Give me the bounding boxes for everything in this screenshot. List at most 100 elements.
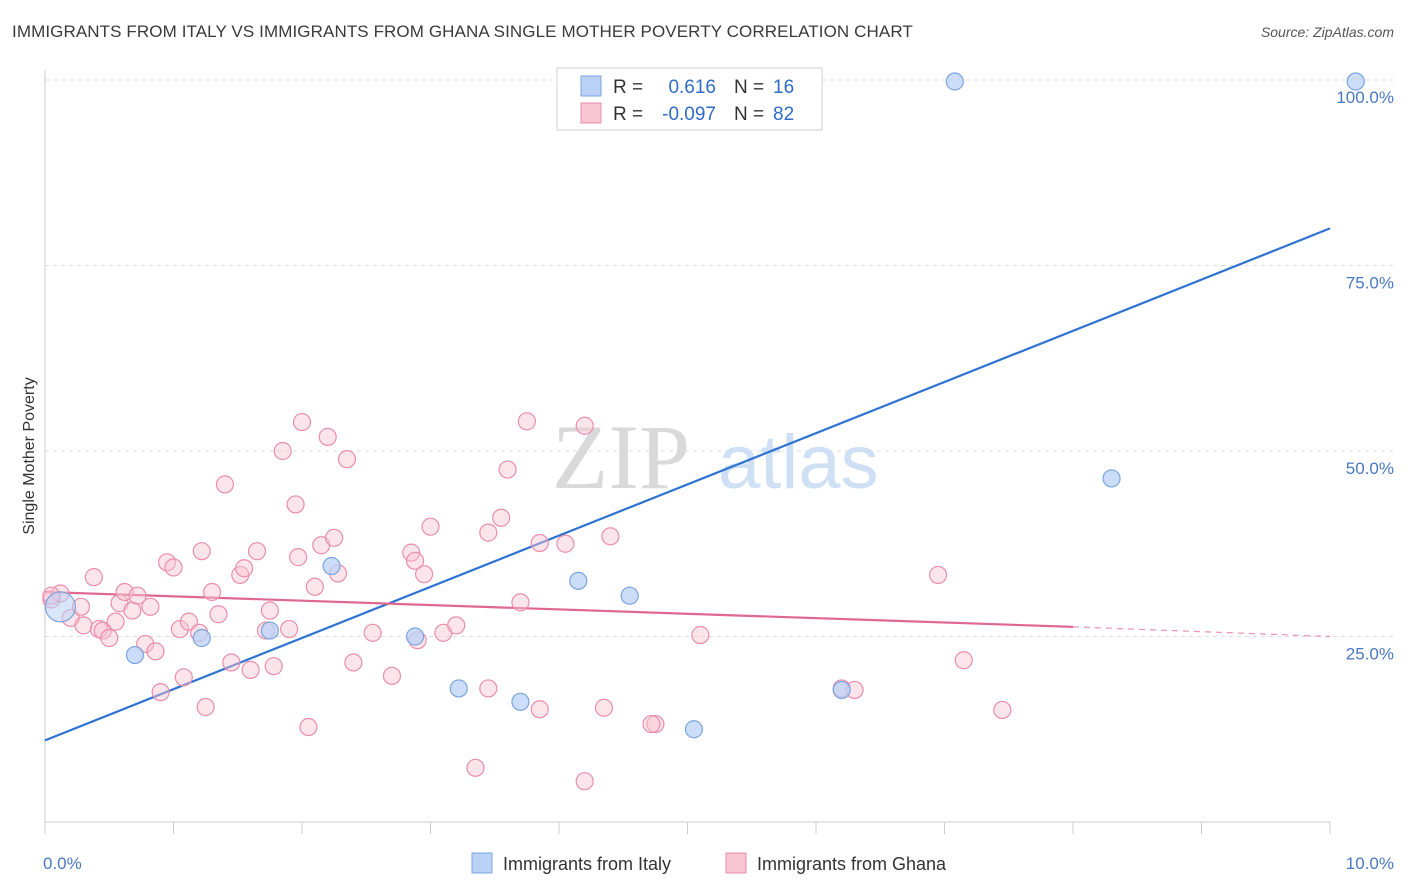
ghana-point (74, 616, 93, 635)
ghana-point (993, 700, 1012, 720)
ghana-point (382, 666, 402, 685)
chart-title: IMMIGRANTS FROM ITALY VS IMMIGRANTS FROM… (12, 22, 913, 41)
ghana-point (136, 634, 155, 654)
ghana-point (954, 651, 973, 670)
legend-italy-label: Immigrants from Italy (503, 854, 671, 874)
ghana-point (273, 441, 292, 461)
italy-trend-line (44, 227, 1331, 742)
italy-point (945, 72, 964, 91)
ghana-point (530, 700, 549, 719)
ghana-point (414, 565, 434, 584)
ghana-point (492, 508, 511, 527)
ghana-point (447, 616, 466, 635)
ghana-point (174, 668, 193, 687)
ghana-point (106, 612, 125, 631)
ghana-point (575, 772, 594, 791)
ghana-point (575, 416, 594, 435)
stats-italy-n-value: 16 (773, 77, 794, 98)
legend-ghana-label: Immigrants from Ghana (757, 854, 947, 874)
watermark-zip: ZIP (552, 406, 690, 508)
ghana-point (280, 619, 299, 639)
ghana-point (235, 559, 254, 578)
stats-ghana-n-label: N = (734, 104, 764, 125)
italy-point (1346, 72, 1365, 91)
y-axis-title: Single Mother Poverty (21, 377, 38, 534)
italy-point (125, 645, 145, 665)
ghana-point (928, 565, 948, 585)
x-ticks (44, 822, 1331, 834)
ghana-point (421, 517, 440, 536)
ghana-point (318, 427, 337, 447)
ghana-point (344, 653, 363, 672)
y-tick-label-100: 100.0% (1336, 88, 1394, 107)
ghana-point (594, 698, 614, 717)
ghana-point (222, 653, 241, 672)
italy-point (192, 628, 211, 648)
ghana-point (363, 623, 382, 642)
ghana-point (517, 412, 536, 431)
stats-italy-r-label: R = (613, 77, 643, 98)
ghana-point (691, 625, 710, 645)
ghana-point (646, 714, 665, 734)
ghana-point (305, 577, 324, 596)
ghana-point (164, 558, 183, 577)
ghana-point (202, 582, 222, 602)
y-tick-label-25: 25.0% (1346, 645, 1394, 664)
y-tick-label-50: 50.0% (1346, 459, 1394, 478)
ghana-point (530, 533, 549, 553)
series-legend: Immigrants from Italy Immigrants from Gh… (471, 852, 947, 874)
ghana-point (146, 642, 165, 661)
italy-point (620, 586, 639, 605)
italy-point (449, 679, 468, 698)
ghana-point (498, 460, 517, 479)
italy-point (44, 591, 77, 623)
ghana-point (209, 605, 228, 624)
italy-points (44, 72, 1365, 739)
ghana-point (100, 628, 119, 648)
source-label: Source: ZipAtlas.com (1260, 24, 1394, 40)
ghana-point (299, 717, 318, 737)
italy-point (511, 692, 530, 711)
ghana-point (93, 621, 112, 640)
stats-ghana-r-value: -0.097 (662, 104, 716, 125)
ghana-point (247, 542, 267, 561)
stats-italy-swatch (580, 75, 602, 97)
ghana-point (479, 679, 498, 698)
ghana-trend-line (44, 590, 1074, 628)
ghana-point (196, 697, 215, 717)
ghana-point (511, 593, 530, 612)
ghana-point (264, 657, 283, 676)
ghana-point (466, 758, 485, 777)
ghana-point (325, 528, 344, 547)
stats-ghana-r-label: R = (613, 104, 643, 125)
italy-point (260, 621, 279, 640)
ghana-trend-extension (1072, 626, 1331, 638)
x-tick-label-max: 10.0% (1346, 854, 1394, 873)
stats-ghana-n-value: 82 (773, 104, 794, 125)
legend-ghana-swatch (725, 852, 747, 874)
grid (45, 79, 1395, 637)
ghana-point (84, 568, 103, 587)
ghana-point (241, 660, 260, 679)
stats-italy-r-value: 0.616 (668, 77, 716, 98)
ghana-point (179, 612, 199, 631)
ghana-point (260, 601, 279, 620)
ghana-point (337, 450, 357, 469)
italy-point (569, 571, 588, 590)
ghana-point (286, 495, 305, 514)
y-tick-labels: 25.0% 50.0% 75.0% 100.0% (1336, 88, 1394, 664)
ghana-point (642, 714, 661, 734)
ghana-point (292, 412, 312, 432)
stats-italy-n-label: N = (734, 77, 764, 98)
ghana-point (128, 586, 147, 605)
italy-point (684, 720, 704, 739)
ghana-point (405, 551, 425, 570)
stats-legend: R = 0.616 N = 16 R = -0.097 N = 82 (556, 67, 823, 131)
x-tick-label-min: 0.0% (43, 854, 82, 873)
watermark: ZIP atlas (552, 406, 879, 508)
y-tick-label-75: 75.0% (1346, 274, 1394, 293)
ghana-point (141, 597, 160, 616)
italy-point (405, 627, 425, 646)
italy-point (322, 556, 341, 576)
